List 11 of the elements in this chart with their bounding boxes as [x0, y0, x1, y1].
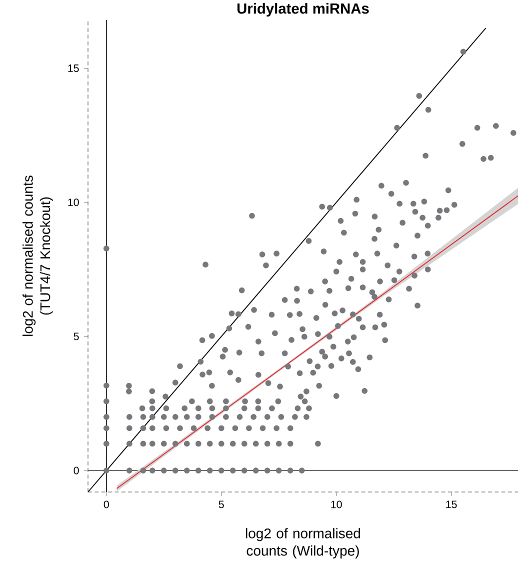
- y-tick-label: 0: [74, 466, 79, 474]
- y-tick-label: 10: [68, 198, 79, 206]
- x-tick-label: 15: [446, 500, 457, 508]
- x-tick-label: 10: [331, 500, 342, 508]
- x-tick-label: 0: [104, 500, 109, 508]
- y-tick-label: 5: [74, 332, 79, 340]
- x-axis-title: log2 of normalised counts (Wild-type): [246, 528, 360, 558]
- y-axis-title: log2 of normalised counts (TUT4/7 Knockout): [22, 176, 53, 336]
- x-tick-label: 5: [218, 500, 224, 508]
- y-tick-label: 15: [68, 64, 79, 72]
- chart-title: Uridylated miRNAs: [237, 2, 369, 17]
